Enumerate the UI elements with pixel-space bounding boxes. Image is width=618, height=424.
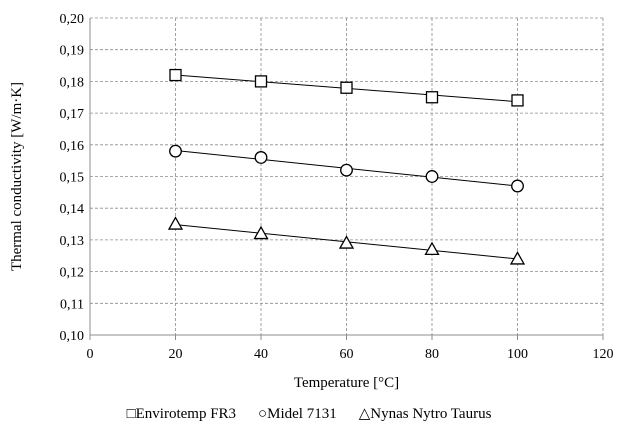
y-tick-label: 0,15 (60, 171, 85, 186)
y-tick-label: 0,16 (60, 139, 85, 154)
y-tick-label: 0,18 (60, 75, 85, 90)
data-point-square (425, 91, 439, 104)
series-circle (169, 144, 524, 193)
data-point-square (254, 75, 268, 88)
legend-symbol-circle: ○ (258, 406, 267, 422)
x-tick-label: 20 (169, 347, 183, 362)
y-tick-label: 0,20 (60, 12, 85, 27)
data-point-triangle (424, 241, 440, 256)
legend-label: Nynas Nytro Taurus (370, 406, 491, 422)
y-tick-label: 0,13 (60, 234, 85, 249)
axes (89, 18, 604, 340)
data-point-circle (511, 179, 524, 193)
y-tick-label: 0,11 (60, 297, 84, 312)
y-tick-label: 0,10 (60, 329, 85, 344)
x-tick-label: 0 (87, 347, 94, 362)
x-tick-label: 40 (254, 347, 268, 362)
data-point-square (340, 81, 353, 94)
data-point-triangle (338, 235, 355, 249)
y-tick-label: 0,19 (60, 44, 85, 59)
series-square (169, 68, 524, 107)
data-point-triangle (509, 251, 526, 265)
y-tick-label: 0,14 (60, 202, 85, 217)
legend-symbol-triangle: △ (359, 406, 371, 422)
legend: □Envirotemp FR3 ○Midel 7131 △Nynas Nytro T… (127, 406, 492, 422)
data-point-triangle (253, 225, 269, 240)
x-tick-label: 120 (593, 347, 614, 362)
data-point-square (169, 68, 182, 82)
plot-area (167, 68, 526, 265)
y-tick-label: 0,12 (60, 266, 85, 281)
legend-symbol-square: □ (127, 406, 136, 422)
legend-label: Midel 7131 (267, 406, 337, 422)
data-point-square (511, 94, 524, 107)
data-point-circle (425, 170, 439, 183)
x-axis-title: Temperature [°C] (294, 375, 399, 391)
tick-labels: 0,10 0,11 0,12 0,13 0,14 0,15 0,16 0,17 0,18 0,19… (60, 12, 614, 362)
x-tick-label: 60 (340, 347, 354, 362)
data-point-circle (169, 144, 182, 158)
series-triangle (167, 216, 526, 265)
y-axis-title: Thermal conductivity [W/m·K] (9, 82, 25, 271)
legend-row: □Envirotemp FR3 ○Midel 7131 △Nynas Nytro T… (127, 406, 492, 422)
data-point-circle (340, 163, 353, 177)
x-tick-label: 80 (425, 347, 439, 362)
x-tick-label: 100 (507, 347, 528, 362)
data-point-triangle (167, 216, 184, 230)
data-point-circle (254, 151, 268, 164)
legend-label: Envirotemp FR3 (136, 406, 236, 422)
y-tick-label: 0,17 (60, 107, 85, 122)
